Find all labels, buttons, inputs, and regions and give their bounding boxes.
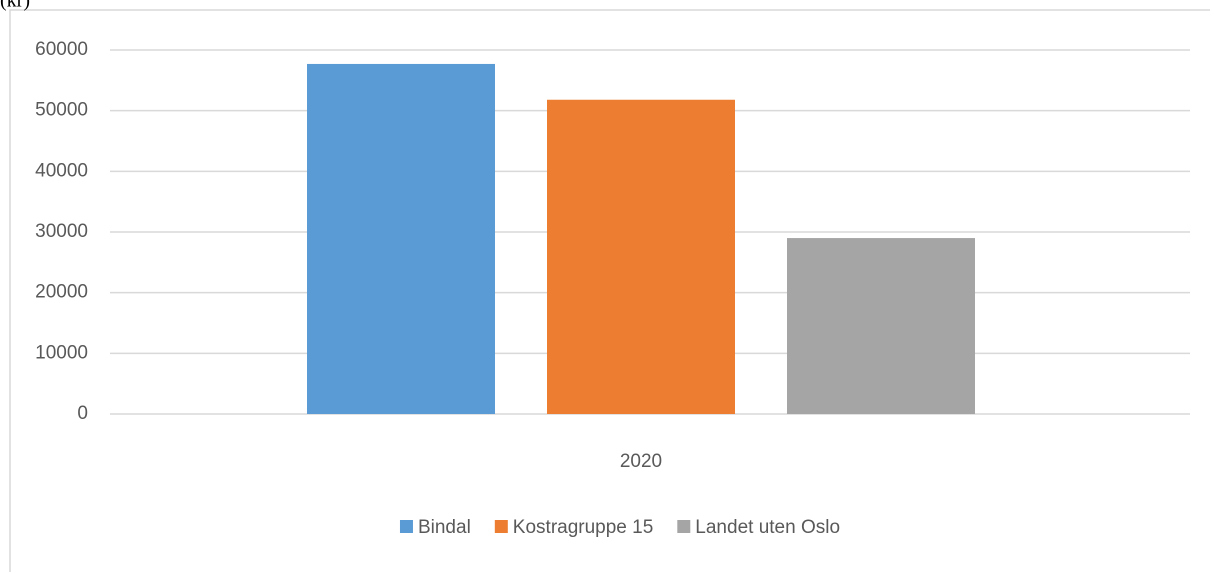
legend-swatch bbox=[677, 520, 691, 533]
chart-title: (kr) bbox=[0, 0, 30, 12]
y-tick-label: 10000 bbox=[35, 342, 88, 363]
y-tick-label: 50000 bbox=[35, 100, 88, 121]
x-tick-label: 2020 bbox=[620, 451, 662, 472]
bar bbox=[307, 63, 495, 414]
legend-label: Bindal bbox=[418, 517, 471, 538]
y-tick-label: 60000 bbox=[35, 39, 88, 60]
bar bbox=[547, 99, 735, 414]
legend-swatch bbox=[494, 520, 508, 533]
y-tick-label: 0 bbox=[77, 403, 88, 424]
y-tick-label: 40000 bbox=[35, 160, 88, 181]
legend-swatch bbox=[399, 520, 413, 533]
chart-frame bbox=[9, 9, 1210, 572]
bar bbox=[787, 238, 975, 414]
y-tick-label: 30000 bbox=[35, 221, 88, 242]
legend-label: Kostragruppe 15 bbox=[513, 517, 654, 538]
legend-label: Landet uten Oslo bbox=[695, 517, 840, 538]
y-tick-label: 20000 bbox=[35, 282, 88, 303]
